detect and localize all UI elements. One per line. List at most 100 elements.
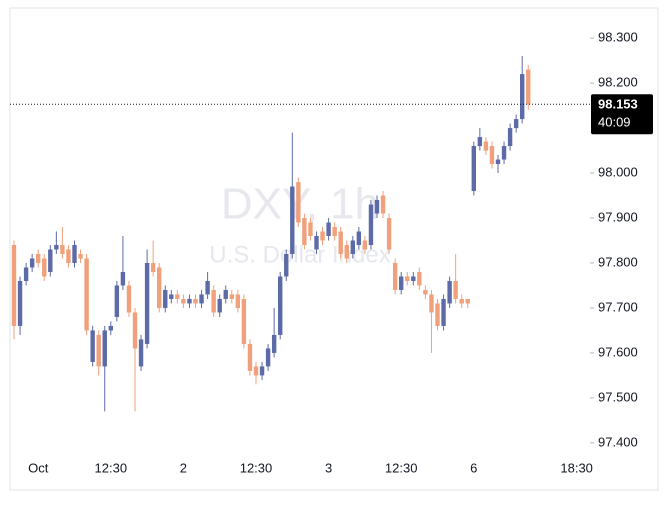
candle-body	[247, 343, 253, 371]
candle-body	[217, 298, 222, 313]
candle-body	[386, 218, 392, 250]
candle-body	[362, 240, 368, 250]
candle-body	[102, 330, 107, 367]
candle-body	[169, 294, 174, 299]
candle-body	[423, 289, 428, 295]
candle-body	[350, 240, 355, 254]
x-tick-label: 3	[325, 460, 332, 475]
candle-body	[181, 298, 186, 304]
watermark-subtitle: U.S. Dollar Index	[209, 241, 390, 268]
candle-body	[296, 182, 301, 223]
candle-body	[417, 271, 422, 286]
candle-body	[90, 330, 95, 362]
candle-body	[199, 294, 204, 304]
last-price-label: 98.153	[598, 97, 638, 112]
y-tick-label: 98.000	[598, 164, 638, 179]
candle-body	[84, 258, 89, 331]
x-tick-label: 12:30	[95, 460, 128, 475]
candle-body	[320, 231, 325, 241]
candle-body	[344, 244, 349, 259]
y-tick-label: 97.500	[598, 389, 638, 404]
y-tick-label: 97.600	[598, 344, 638, 359]
candle-body	[495, 159, 501, 165]
candle-body	[356, 231, 362, 245]
candle-body	[36, 253, 41, 263]
candle-body	[290, 186, 295, 254]
candle-body	[399, 276, 404, 290]
candle-body	[78, 253, 83, 259]
y-tick-label: 97.900	[598, 209, 638, 224]
candle-body	[114, 285, 120, 317]
candle-body	[459, 298, 464, 304]
candle-body	[60, 244, 65, 254]
y-tick-label: 98.200	[598, 75, 638, 90]
candle-body	[278, 276, 283, 335]
countdown-label: 40:09	[598, 115, 631, 130]
candle-body	[392, 262, 398, 290]
candle-body	[326, 222, 331, 236]
candle-body	[513, 119, 519, 129]
candle-body	[441, 298, 446, 326]
candle-body	[211, 289, 216, 313]
candle-body	[241, 298, 247, 344]
candle-body	[229, 294, 234, 299]
candle-body	[48, 249, 53, 272]
candle-body	[405, 276, 410, 281]
candle-body	[120, 271, 126, 286]
candle-body	[175, 294, 180, 299]
candle-body	[17, 280, 23, 326]
candle-body	[380, 195, 386, 214]
candle-body	[308, 222, 313, 236]
candle-body	[193, 298, 198, 304]
candle-body	[453, 280, 458, 299]
x-tick-label: 18:30	[560, 460, 593, 475]
y-tick-label: 98.300	[598, 30, 638, 45]
candle-body	[132, 312, 138, 349]
candle-body	[435, 303, 440, 326]
candle-body	[284, 253, 289, 277]
candle-body	[66, 249, 71, 263]
candle-body	[374, 200, 380, 214]
candle-body	[477, 137, 483, 147]
candle-body	[23, 267, 29, 281]
x-tick-label: Oct	[28, 460, 49, 475]
x-tick-label: 12:30	[240, 460, 273, 475]
candle-body	[465, 298, 470, 304]
candle-body	[157, 267, 162, 308]
candle-body	[108, 325, 113, 331]
candle-body	[11, 244, 17, 326]
candle-body	[126, 285, 132, 313]
candle-body	[429, 294, 434, 313]
y-tick-label: 97.800	[598, 254, 638, 269]
candle-body	[483, 141, 489, 151]
candle-body	[253, 366, 259, 376]
candle-body	[302, 218, 307, 245]
x-tick-label: 12:30	[385, 460, 418, 475]
y-tick-label: 97.700	[598, 299, 638, 314]
candle-body	[501, 146, 507, 160]
candle-body	[447, 280, 452, 304]
candle-body	[332, 227, 337, 236]
candle-body	[526, 69, 531, 105]
candle-body	[520, 74, 525, 120]
x-tick-label: 2	[180, 460, 187, 475]
candle-body	[150, 262, 156, 272]
candle-body	[96, 334, 101, 367]
candle-body	[507, 128, 513, 147]
candle-body	[187, 298, 192, 304]
y-tick-label: 97.400	[598, 434, 638, 449]
candle-body	[205, 280, 210, 295]
x-tick-label: 6	[470, 460, 477, 475]
candle-body	[314, 235, 319, 250]
candle-body	[259, 366, 265, 376]
candle-body	[489, 146, 495, 165]
candle-body	[223, 289, 228, 299]
candle-body	[265, 348, 271, 367]
candle-body	[338, 231, 343, 254]
frame	[9, 7, 659, 491]
last-price-box	[591, 94, 653, 135]
candle-body	[72, 244, 77, 263]
candle-body	[138, 339, 144, 367]
candle-body	[471, 146, 476, 192]
